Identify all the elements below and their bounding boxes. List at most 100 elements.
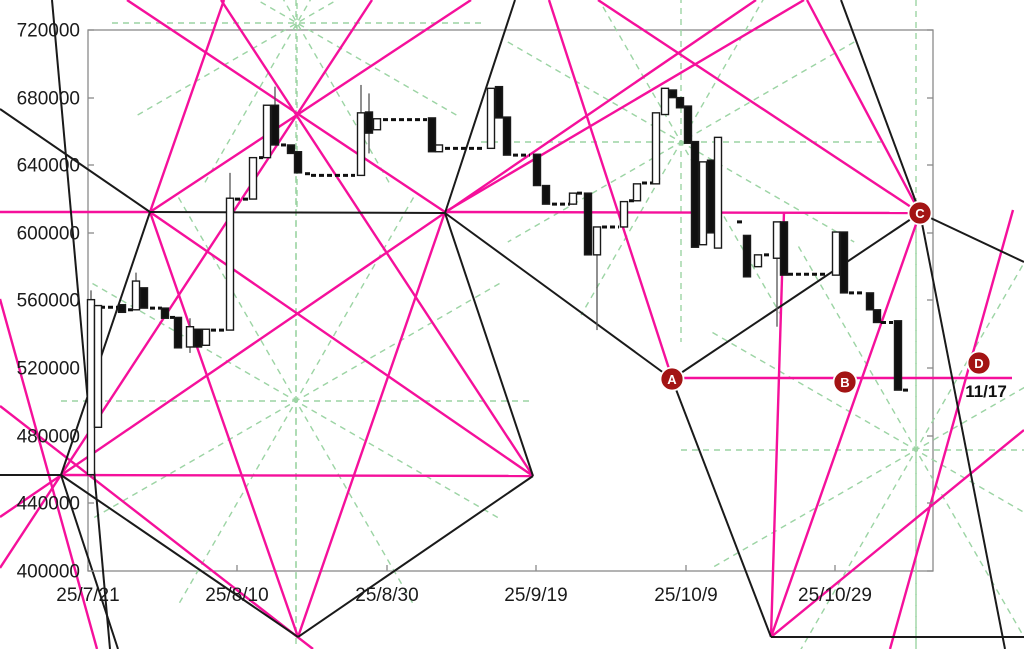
candle-down — [865, 292, 875, 311]
candle-up — [185, 326, 195, 348]
y-axis-label: 640000 — [17, 156, 80, 177]
black-gann-line — [671, 378, 772, 638]
candle-up — [632, 183, 642, 202]
candle-up — [201, 328, 211, 347]
candle-down — [706, 159, 716, 234]
pink-gann-line — [888, 209, 1015, 649]
candle-up — [372, 118, 382, 131]
pink-gann-line — [296, 211, 447, 638]
candle-down — [779, 221, 789, 276]
y-axis-label: 440000 — [17, 494, 80, 515]
point-badge-d — [966, 350, 992, 376]
x-axis-label: 25/9/19 — [504, 585, 567, 606]
candle-up — [248, 156, 258, 200]
candle-up — [592, 226, 602, 256]
x-axis-label: 25/10/9 — [654, 585, 717, 606]
point-badge-letter-b: B — [840, 375, 849, 390]
point-badge-c — [907, 200, 933, 226]
candle-up — [486, 87, 496, 150]
candle-down — [690, 140, 700, 248]
black-gann-line — [919, 212, 1024, 263]
black-gann-line — [444, 0, 516, 214]
candle-up — [262, 104, 272, 159]
candle-up — [831, 231, 841, 276]
pink-gann-line — [769, 212, 922, 638]
candle-up — [356, 112, 366, 177]
candle-down — [193, 328, 203, 348]
pink-gann-line — [547, 0, 674, 379]
candle-down — [364, 111, 374, 134]
point-badge-letter-c: C — [915, 206, 925, 221]
candle-up — [753, 254, 763, 268]
pink-gann-line — [0, 0, 374, 569]
candle-down — [117, 304, 127, 314]
point-badge-letter-d: D — [974, 356, 983, 371]
candle-up — [434, 144, 444, 153]
pink-gann-line — [60, 473, 534, 478]
pink-gann-line — [769, 211, 786, 638]
candle-down — [742, 234, 752, 278]
candle-up — [651, 112, 661, 185]
candle-down — [427, 117, 437, 153]
candle-down — [494, 85, 504, 119]
candle-down — [893, 320, 903, 391]
y-axis-label: 720000 — [17, 21, 80, 42]
green-dashed-ray — [507, 41, 855, 243]
candle-down — [286, 144, 296, 155]
black-gann-line — [60, 211, 151, 476]
x-axis-label: 25/8/30 — [355, 585, 418, 606]
black-gann-line — [60, 474, 299, 638]
candle-down — [583, 192, 593, 256]
pink-gann-line — [770, 429, 1024, 638]
black-gann-line — [671, 212, 921, 380]
candle-up — [93, 304, 103, 428]
x-axis-label: 25/7/21 — [56, 585, 119, 606]
candle-down — [293, 151, 303, 174]
black-gann-line — [60, 474, 119, 649]
point-badge-letter-a: A — [667, 372, 677, 387]
green-dashed-ray — [136, 0, 339, 117]
candle-up — [713, 136, 723, 249]
candle-down — [668, 89, 678, 99]
y-axis-label: 560000 — [17, 291, 80, 312]
black-gann-line — [297, 475, 534, 638]
pink-gann-line — [805, 0, 922, 214]
candle-down — [683, 105, 693, 144]
pink-gann-line — [219, 0, 535, 477]
green-dashed-ray — [255, 0, 458, 117]
candle-up — [698, 161, 708, 246]
candle-down — [139, 287, 149, 309]
candle-up — [86, 298, 96, 476]
candle-down — [173, 316, 183, 349]
pink-gann-line — [444, 210, 921, 215]
candle-up — [131, 280, 141, 311]
candle-up — [619, 200, 629, 228]
black-gann-line — [444, 212, 534, 477]
pink-gann-line — [0, 0, 757, 518]
pink-gann-line — [148, 0, 226, 213]
candle-down — [532, 153, 542, 187]
candle-up — [772, 221, 782, 259]
plot-border — [87, 29, 934, 572]
point-badge-a — [659, 366, 685, 392]
x-axis-label: 25/8/10 — [205, 585, 268, 606]
candle-up — [225, 197, 235, 331]
candle-down — [872, 309, 882, 324]
green-dashed-ray — [712, 386, 1024, 569]
black-gann-line — [444, 212, 673, 380]
candle-down — [160, 307, 170, 319]
green-dashed-ray — [203, 0, 312, 184]
candle-up — [660, 87, 670, 116]
pink-gann-line — [0, 405, 314, 649]
pink-gann-line — [444, 0, 805, 214]
candle-down — [839, 231, 849, 294]
y-axis-label: 680000 — [17, 89, 80, 110]
pink-gann-line — [126, 0, 446, 213]
pink-gann-line — [597, 0, 921, 215]
pink-gann-line — [149, 211, 534, 477]
candle-up — [568, 192, 578, 205]
y-axis-label: 480000 — [17, 427, 80, 448]
black-gann-line — [919, 212, 1006, 649]
